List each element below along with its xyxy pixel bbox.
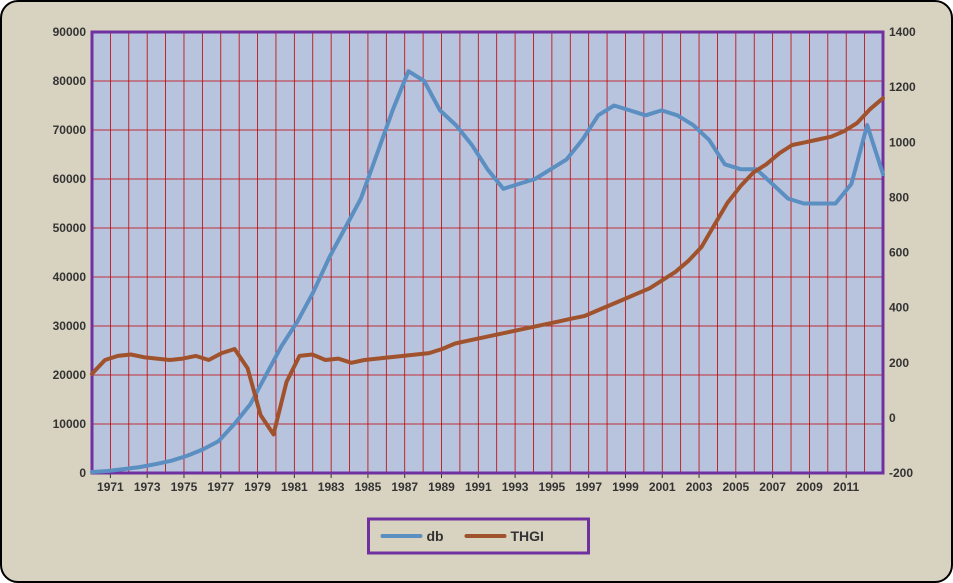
y2-tick-label: 200 [889, 356, 909, 370]
legend-label: db [427, 528, 444, 544]
x-tick-label: 1981 [281, 480, 308, 494]
x-tick-label: 1991 [465, 480, 492, 494]
x-tick-label: 2005 [722, 480, 749, 494]
x-tick-label: 1989 [428, 480, 455, 494]
x-tick-label: 1975 [171, 480, 198, 494]
y2-tick-label: 0 [889, 411, 896, 425]
y2-tick-label: 800 [889, 190, 909, 204]
y2-tick-label: 400 [889, 301, 909, 315]
legend-label: THGI [511, 528, 544, 544]
x-tick-label: 2001 [649, 480, 676, 494]
x-tick-label: 1997 [575, 480, 602, 494]
chart-svg: 0100002000030000400005000060000700008000… [24, 24, 933, 563]
y2-tick-label: 1200 [889, 80, 916, 94]
x-tick-label: 1987 [391, 480, 418, 494]
y1-tick-label: 80000 [53, 74, 87, 88]
x-tick-label: 1993 [502, 480, 529, 494]
x-tick-label: 1977 [207, 480, 234, 494]
y2-tick-label: 1400 [889, 25, 916, 39]
plot-area [92, 32, 883, 473]
y1-tick-label: 0 [79, 466, 86, 480]
x-tick-label: 2011 [833, 480, 859, 494]
y1-tick-label: 40000 [53, 270, 87, 284]
y1-tick-label: 60000 [53, 172, 87, 186]
x-tick-label: 1999 [612, 480, 639, 494]
x-tick-label: 1971 [97, 480, 124, 494]
x-tick-label: 2007 [759, 480, 786, 494]
x-tick-label: 2009 [796, 480, 823, 494]
x-tick-label: 1983 [318, 480, 345, 494]
x-tick-label: 1979 [244, 480, 271, 494]
chart-container: 0100002000030000400005000060000700008000… [0, 0, 953, 583]
y1-tick-label: 50000 [53, 221, 87, 235]
y2-tick-label: 600 [889, 246, 909, 260]
y1-tick-label: 10000 [53, 417, 87, 431]
y1-tick-label: 20000 [53, 368, 87, 382]
y1-tick-label: 30000 [53, 319, 87, 333]
y2-tick-label: 1000 [889, 135, 916, 149]
x-tick-label: 2003 [686, 480, 713, 494]
chart-area: 0100002000030000400005000060000700008000… [24, 24, 929, 559]
x-tick-label: 1995 [539, 480, 566, 494]
x-tick-label: 1985 [355, 480, 382, 494]
y1-tick-label: 70000 [53, 123, 87, 137]
x-tick-label: 1973 [134, 480, 161, 494]
y1-tick-label: 90000 [53, 25, 87, 39]
y2-tick-label: -200 [889, 466, 913, 480]
